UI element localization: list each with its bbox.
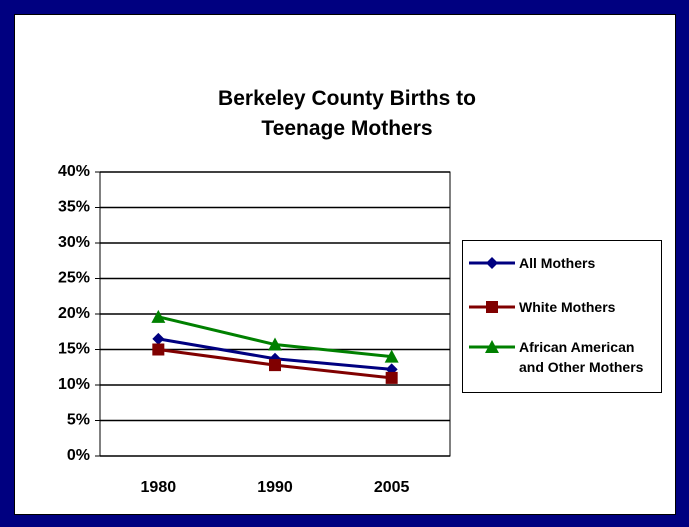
plot-border [99, 171, 451, 457]
legend-swatch [469, 301, 515, 313]
marker [485, 340, 499, 353]
legend-label: African American and Other Mothers [519, 339, 644, 375]
x-tick-label: 2005 [374, 479, 410, 496]
y-tick-label: 15% [58, 341, 90, 358]
marker [152, 332, 165, 345]
x-tick-label: 1980 [141, 479, 177, 496]
marker [385, 371, 398, 384]
legend-swatch [469, 340, 515, 353]
y-tick-label: 35% [58, 199, 90, 216]
series-line [157, 315, 392, 359]
x-tick-label: 1990 [257, 479, 293, 496]
chart-title: Berkeley County Births to Teenage Mother… [218, 87, 476, 140]
legend-swatch [469, 257, 515, 269]
marker [268, 337, 282, 351]
y-tick-label: 40% [58, 163, 90, 180]
marker [486, 301, 498, 313]
y-tick-label: 5% [67, 412, 90, 429]
y-tick-label: 25% [58, 270, 90, 287]
y-tick-label: 30% [58, 234, 90, 251]
legend-label: All Mothers [519, 255, 596, 271]
marker [152, 343, 165, 356]
legend-label: White Mothers [519, 299, 616, 315]
marker [151, 309, 166, 323]
legend: All Mothers White Mothers African American… [462, 240, 662, 393]
y-tick-label: 20% [58, 305, 90, 322]
marker [269, 359, 281, 372]
marker [384, 349, 399, 363]
marker [486, 257, 498, 269]
y-tick-label: 0% [67, 447, 90, 464]
y-tick-label: 10% [58, 376, 90, 393]
